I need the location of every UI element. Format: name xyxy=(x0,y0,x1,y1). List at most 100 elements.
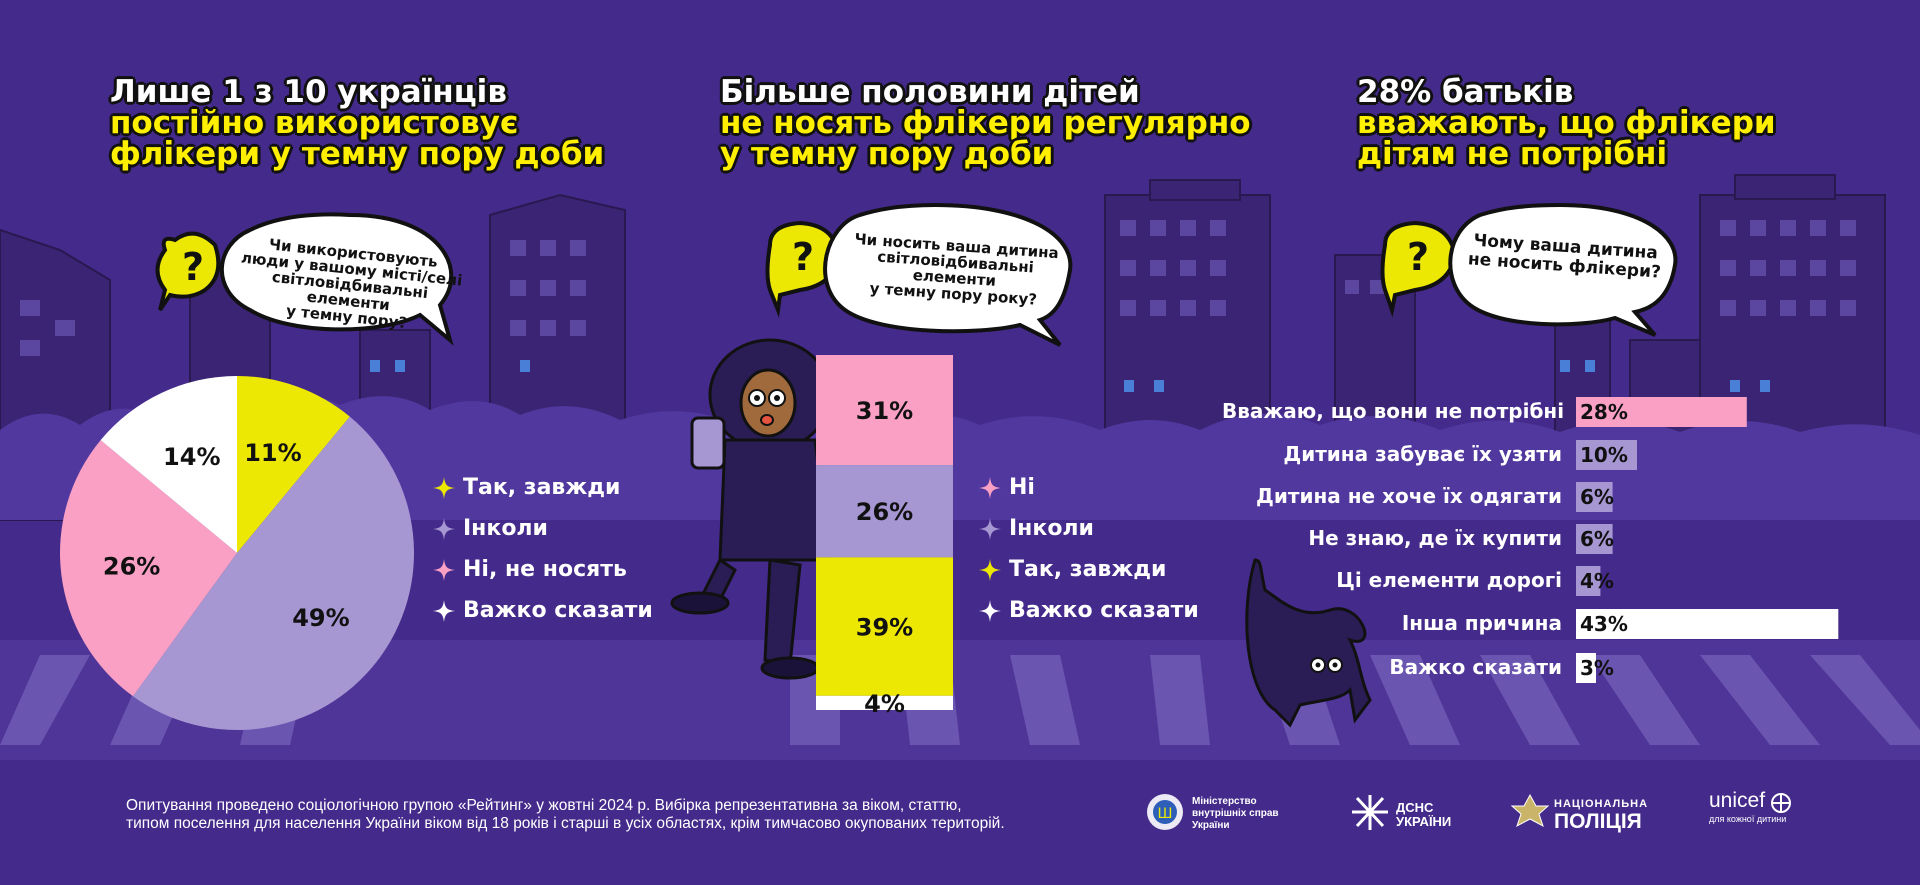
mvs-logo: Міністерство внутрішніх справ України xyxy=(1192,796,1279,832)
sparkle-icon xyxy=(433,558,455,581)
legend-label: Важко сказати xyxy=(463,598,653,623)
hbar-category-label: Інша причина xyxy=(1401,611,1562,635)
dsns-emblem-icon xyxy=(1352,795,1388,830)
unicef-logo-tagline: для кожної дитини xyxy=(1709,814,1787,824)
legend-label: Так, завжди xyxy=(1009,557,1167,582)
legend-item: Так, завжди xyxy=(979,549,1199,590)
legend-item: Інколи xyxy=(433,508,653,549)
hbar-value-label: 4% xyxy=(1580,569,1614,593)
sparkle-icon xyxy=(979,599,1001,622)
dsns-logo: ДСНС УКРАЇНИ xyxy=(1396,801,1451,829)
pie-legend: Так, завжди Інколи Ні, не носять Важко сказ… xyxy=(433,467,653,631)
hbar-value-label: 6% xyxy=(1580,527,1614,551)
hbar xyxy=(1576,609,1839,639)
headline-2-line-1: Більше половини дітей xyxy=(720,74,1140,110)
legend-label: Так, завжди xyxy=(463,475,621,500)
question-mark-bubble-1: ? xyxy=(155,231,221,312)
hbar-value-label: 10% xyxy=(1580,443,1628,467)
speech-bubble-1 xyxy=(219,212,454,346)
legend-label: Ні, не носять xyxy=(463,557,627,582)
footnote-line-2: типом поселення для населення України ві… xyxy=(126,815,1005,832)
headline-panel-3: 28% батьків вважають, що флікери дітям н… xyxy=(1357,77,1776,170)
unicef-logo: unicef для кожної дитини xyxy=(1709,789,1786,825)
survey-footnote: Опитування проведено соціологічною групо… xyxy=(126,797,1005,833)
stack-segment xyxy=(816,695,953,710)
stacked-bar-chart: 31% 26% 39% 4% xyxy=(816,355,953,718)
mvs-emblem-icon: Ш xyxy=(1147,794,1183,830)
legend-item: Важко сказати xyxy=(979,590,1199,631)
svg-text:?: ? xyxy=(182,245,204,289)
pie-slice xyxy=(100,376,237,553)
hbar-value-label: 3% xyxy=(1580,656,1614,680)
speech-bubble-3 xyxy=(1448,202,1678,337)
svg-text:Ш: Ш xyxy=(1158,806,1173,822)
headline-2-line-2: не носять флікери регулярно xyxy=(720,105,1251,141)
police-logo-line-2: ПОЛІЦІЯ xyxy=(1554,810,1642,833)
hbar xyxy=(1576,397,1747,427)
pie-slice-label: 26% xyxy=(103,552,160,580)
mvs-logo-line-1: Міністерство xyxy=(1192,796,1257,807)
horizontal-bar-chart: 28% 10% 6% 6% 4% 43% 3% xyxy=(1576,397,1839,683)
pie-slice xyxy=(132,416,414,730)
speech-bubble-2 xyxy=(823,202,1073,347)
stack-segment xyxy=(816,355,953,466)
police-logo-line-1: НАЦІОНАЛЬНА xyxy=(1554,798,1649,810)
building-windows-middle xyxy=(1120,220,1226,316)
dsns-logo-line-1: ДСНС xyxy=(1396,800,1434,815)
legend-label: Інколи xyxy=(1009,516,1094,541)
lit-windows-left xyxy=(370,360,530,372)
police-emblem-icon xyxy=(1510,793,1550,828)
stack-segment xyxy=(816,557,953,696)
headline-3-line-3: дітям не потрібні xyxy=(1357,136,1668,172)
headline-panel-2: Більше половини дітей не носять флікери … xyxy=(720,77,1251,170)
hbar-category-label: Не знаю, де їх купити xyxy=(1308,526,1562,550)
pie-chart: 11% 49% 26% 14% xyxy=(59,376,414,730)
legend-item: Ні, не носять xyxy=(433,549,653,590)
legend-item: Інколи xyxy=(979,508,1199,549)
pie-slice-label: 14% xyxy=(163,443,220,471)
mvs-logo-line-3: України xyxy=(1192,820,1230,831)
building-windows-left xyxy=(20,240,586,356)
legend-label: Важко сказати xyxy=(1009,598,1199,623)
sparkle-icon xyxy=(433,599,455,622)
sparkle-icon xyxy=(433,517,455,540)
dsns-logo-line-2: УКРАЇНИ xyxy=(1396,814,1452,829)
hbar xyxy=(1576,524,1613,554)
headline-1-line-1: Лише 1 з 10 українців xyxy=(110,74,507,110)
hbar xyxy=(1576,440,1637,470)
pie-slice xyxy=(237,376,350,553)
headline-3-line-1: 28% батьків xyxy=(1357,74,1574,110)
legend-label: Ні xyxy=(1009,475,1035,500)
hbar xyxy=(1576,482,1613,512)
stacked-legend: Ні Інколи Так, завжди Важко сказати xyxy=(979,467,1199,631)
headline-1-line-3: флікери у темну пору доби xyxy=(110,136,605,172)
footnote-line-1: Опитування проведено соціологічною групо… xyxy=(126,797,962,814)
hbar-category-label: Ці елементи дорогі xyxy=(1336,568,1562,592)
sparkle-icon xyxy=(433,476,455,499)
hbar-category-label: Вважаю, що вони не потрібні xyxy=(1222,399,1565,423)
sparkle-icon xyxy=(979,476,1001,499)
hbar-value-label: 43% xyxy=(1580,612,1628,636)
lit-windows-right xyxy=(1560,360,1770,392)
stack-segment-label: 4% xyxy=(864,690,905,718)
hbar-value-label: 6% xyxy=(1580,485,1614,509)
hbar-category-label: Дитина забуває їх узяти xyxy=(1283,442,1562,466)
svg-text:?: ? xyxy=(1407,235,1429,279)
svg-text:?: ? xyxy=(792,235,814,279)
police-logo: НАЦІОНАЛЬНА ПОЛІЦІЯ xyxy=(1554,798,1648,833)
teen-character-illustration xyxy=(670,338,832,680)
headline-3-line-2: вважають, що флікери xyxy=(1357,105,1776,141)
hbar-category-label: Дитина не хоче їх одягати xyxy=(1256,484,1562,508)
bottom-band xyxy=(0,760,1920,885)
headline-2-line-3: у темну пору доби xyxy=(720,136,1054,172)
building-windows-right xyxy=(1345,220,1856,316)
mvs-logo-line-2: внутрішніх справ xyxy=(1192,808,1279,819)
sparkle-icon xyxy=(979,517,1001,540)
hbar xyxy=(1576,653,1596,683)
stack-segment-label: 26% xyxy=(856,498,913,526)
tree-band xyxy=(0,394,1920,520)
lit-windows-middle xyxy=(1124,380,1164,392)
unicef-logo-wordmark: unicef xyxy=(1709,789,1766,812)
stack-segment-label: 39% xyxy=(856,614,913,642)
stack-segment xyxy=(816,465,953,558)
